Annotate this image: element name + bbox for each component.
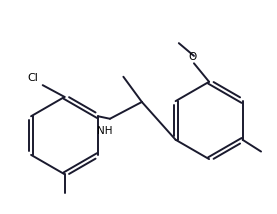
Text: NH: NH [97,126,113,136]
Text: O: O [188,52,196,62]
Text: Cl: Cl [28,73,39,83]
